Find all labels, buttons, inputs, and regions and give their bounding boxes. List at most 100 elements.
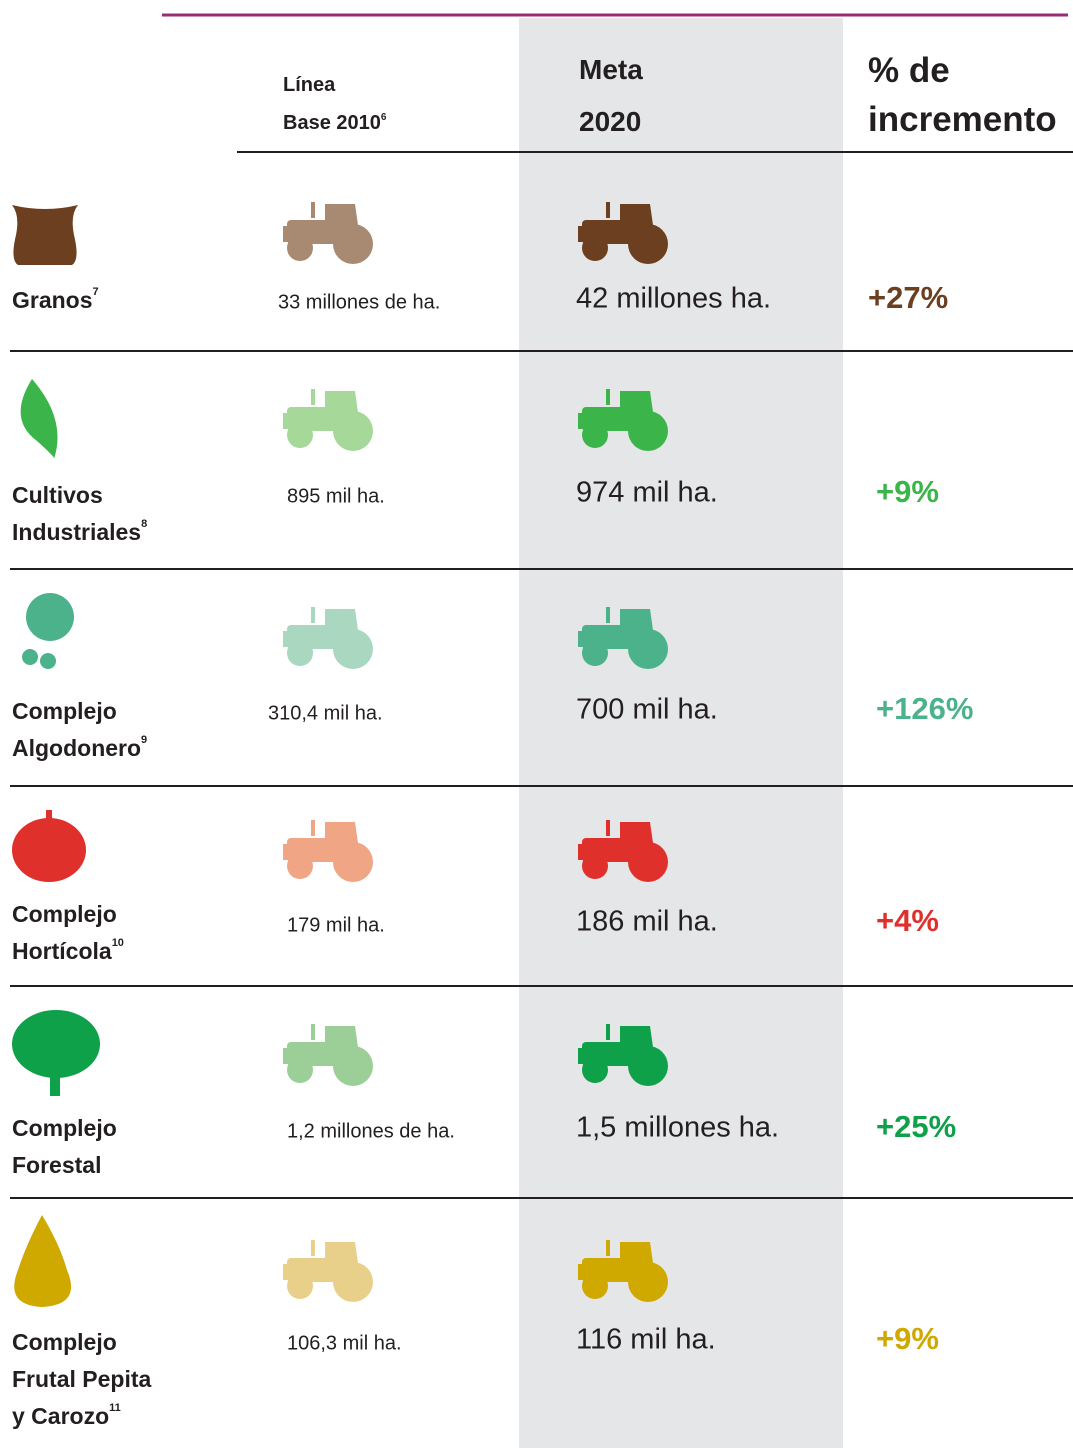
tractor-exhaust xyxy=(311,389,315,405)
tractor-rear-wheel xyxy=(628,629,668,669)
base-tractor xyxy=(283,1240,373,1302)
header-goal: Meta xyxy=(579,54,643,85)
tractor-front-wheel xyxy=(287,1057,313,1083)
row-name-text: Complejo xyxy=(12,698,117,724)
tractor-front-wheel xyxy=(582,1273,608,1299)
tractor-rear-wheel xyxy=(628,411,668,451)
row-name: Hortícola10 xyxy=(12,937,124,964)
tractor-rear-wheel xyxy=(333,224,373,264)
base-value: 179 mil ha. xyxy=(287,914,385,936)
tractor-bumper xyxy=(283,226,291,242)
row-name: Cultivos xyxy=(12,482,103,508)
increase-value: +9% xyxy=(876,1321,939,1356)
tractor-exhaust xyxy=(311,607,315,623)
tractor-front-wheel xyxy=(287,853,313,879)
goal-tractor xyxy=(578,1240,668,1302)
sack-icon xyxy=(12,205,78,265)
row-name-text: Algodonero xyxy=(12,735,141,761)
goal-tractor xyxy=(578,202,668,264)
pear-icon xyxy=(14,1215,72,1307)
base-tractor xyxy=(283,1024,373,1086)
row-note: 10 xyxy=(112,937,124,949)
increase-value: +4% xyxy=(876,903,939,938)
cotton-icon xyxy=(26,593,74,641)
increase-value: +25% xyxy=(876,1109,956,1144)
row-name-text: Complejo xyxy=(12,901,117,927)
pumpkin-stem xyxy=(46,810,52,820)
increase-value: +27% xyxy=(868,280,948,315)
goal-value: 116 mil ha. xyxy=(576,1324,716,1356)
tractor-front-wheel xyxy=(287,422,313,448)
tractor-rear-wheel xyxy=(333,1046,373,1086)
tractor-exhaust xyxy=(311,1240,315,1256)
tractor-bumper xyxy=(283,1048,291,1064)
row-name-text: y Carozo xyxy=(12,1403,109,1429)
header-increase: incremento xyxy=(868,100,1057,139)
tractor-exhaust xyxy=(311,820,315,836)
base-value: 33 millones de ha. xyxy=(278,291,440,313)
tractor-bumper xyxy=(578,631,586,647)
base-tractor xyxy=(283,820,373,882)
row-note: 11 xyxy=(109,1402,121,1414)
tractor-exhaust xyxy=(606,1240,610,1256)
tractor-rear-wheel xyxy=(628,224,668,264)
tractor-exhaust xyxy=(311,202,315,218)
header-base: Línea xyxy=(283,74,336,96)
row-name: Algodonero9 xyxy=(12,734,147,761)
tree-icon xyxy=(12,1010,100,1078)
tractor-exhaust xyxy=(606,1024,610,1040)
row-note: 7 xyxy=(93,286,99,298)
tractor-rear-wheel xyxy=(333,411,373,451)
row-name-text: Hortícola xyxy=(12,938,112,964)
tractor-rear-wheel xyxy=(333,1262,373,1302)
row-name-text: Industriales xyxy=(12,519,141,545)
goal-value: 700 mil ha. xyxy=(576,694,718,726)
row-name-text: Forestal xyxy=(12,1152,101,1178)
increase-value: +126% xyxy=(876,691,973,726)
header-base: Base 20106 xyxy=(283,112,387,134)
tractor-front-wheel xyxy=(287,640,313,666)
increase-value: +9% xyxy=(876,474,939,509)
row-name-text: Complejo xyxy=(12,1329,117,1355)
tractor-bumper xyxy=(283,413,291,429)
base-tractor xyxy=(283,202,373,264)
row-name-text: Frutal Pepita xyxy=(12,1366,152,1392)
tractor-front-wheel xyxy=(582,1057,608,1083)
row-name-text: Complejo xyxy=(12,1115,117,1141)
goal-column xyxy=(519,18,843,1448)
pumpkin-icon xyxy=(12,818,86,882)
row-name: Complejo xyxy=(12,1115,117,1141)
tractor-bumper xyxy=(578,844,586,860)
row-name: Complejo xyxy=(12,698,117,724)
row-name: Forestal xyxy=(12,1152,101,1178)
goal-tractor xyxy=(578,607,668,669)
header-goal: 2020 xyxy=(579,106,641,137)
base-tractor xyxy=(283,607,373,669)
tractor-rear-wheel xyxy=(628,842,668,882)
tree-trunk xyxy=(50,1060,60,1096)
row-name-text: Granos xyxy=(12,287,93,313)
goal-value: 1,5 millones ha. xyxy=(576,1112,779,1144)
tractor-front-wheel xyxy=(582,422,608,448)
row-name-text: Cultivos xyxy=(12,482,103,508)
goal-tractor xyxy=(578,820,668,882)
leaf-icon xyxy=(20,379,58,459)
row-name: Complejo xyxy=(12,1329,117,1355)
base-value: 310,4 mil ha. xyxy=(268,702,383,724)
cotton-icon xyxy=(40,653,56,669)
tractor-exhaust xyxy=(606,607,610,623)
base-value: 1,2 millones de ha. xyxy=(287,1120,455,1142)
base-tractor xyxy=(283,389,373,451)
goal-tractor xyxy=(578,389,668,451)
row-name: Frutal Pepita xyxy=(12,1366,152,1392)
tractor-front-wheel xyxy=(287,1273,313,1299)
row-name: y Carozo11 xyxy=(12,1402,121,1429)
tractor-front-wheel xyxy=(582,853,608,879)
tractor-rear-wheel xyxy=(628,1262,668,1302)
tractor-rear-wheel xyxy=(333,842,373,882)
tractor-exhaust xyxy=(606,820,610,836)
row-name: Industriales8 xyxy=(12,518,147,545)
tractor-rear-wheel xyxy=(628,1046,668,1086)
cotton-icon xyxy=(22,649,38,665)
